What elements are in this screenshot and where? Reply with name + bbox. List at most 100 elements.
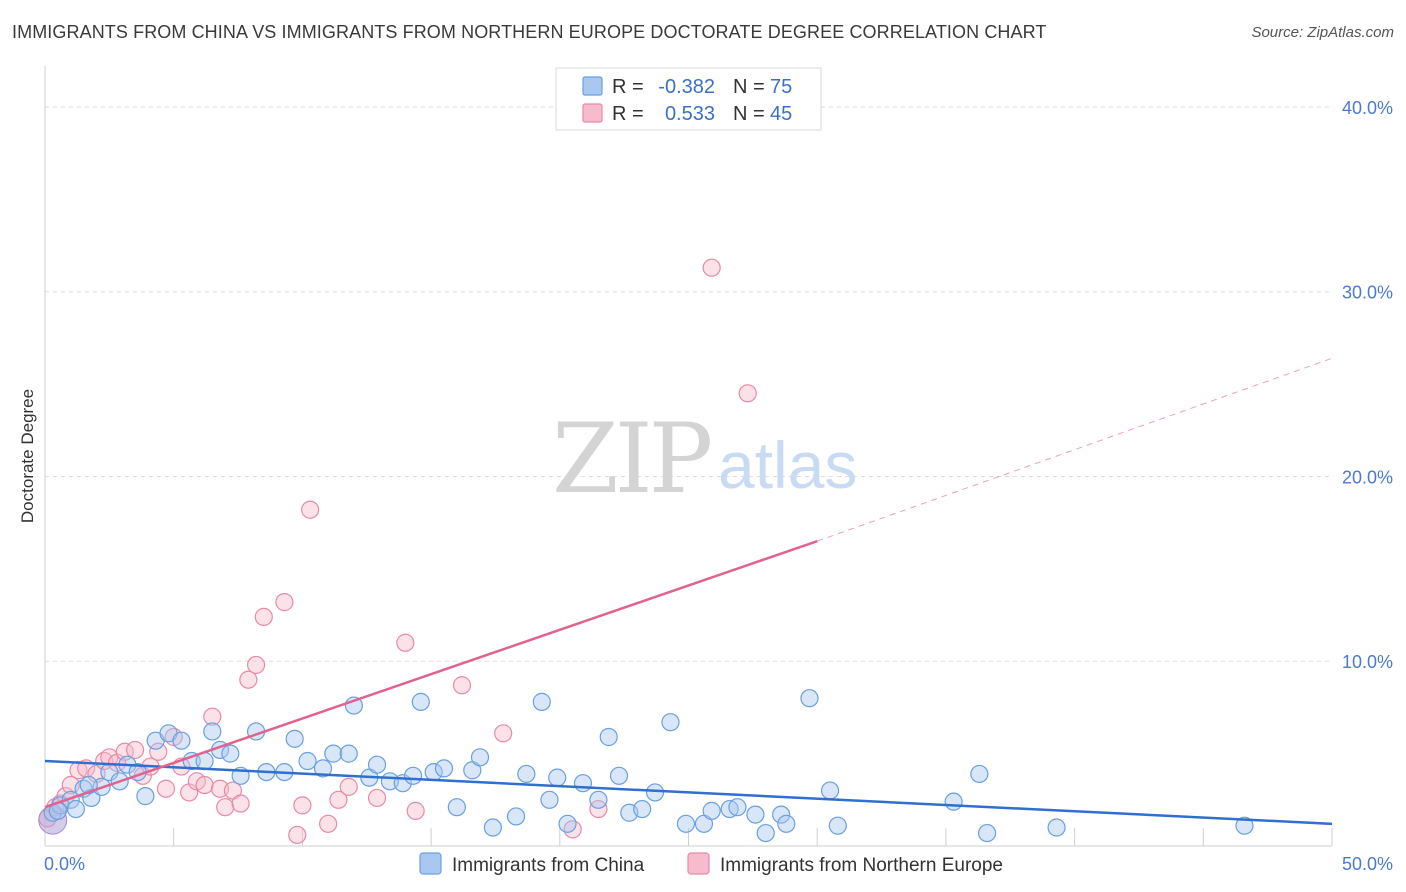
china-point — [661, 713, 680, 732]
ne-point — [563, 820, 582, 839]
axes — [44, 66, 1333, 847]
legend-ne-r-label: R = — [612, 103, 644, 125]
ne-point — [246, 655, 266, 675]
china-point — [367, 755, 387, 774]
china-point — [470, 748, 490, 767]
china-point — [182, 751, 201, 771]
china-point — [1235, 816, 1254, 835]
china-point — [828, 816, 847, 835]
china-point — [756, 823, 775, 843]
legend-ne-swatch — [582, 103, 603, 123]
ne-trend-extension — [817, 357, 1333, 542]
china-point — [79, 775, 98, 795]
china-point — [411, 692, 430, 711]
ne-point — [275, 593, 294, 612]
ne-point — [231, 794, 250, 813]
ne-point — [406, 801, 425, 820]
overlap-point — [38, 805, 68, 835]
stats-legend: R = -0.382 N = 75 R = 0.533 N = 45 — [555, 67, 822, 131]
ne-point — [589, 799, 608, 819]
legend-china-n-value: 75 — [770, 76, 792, 98]
bottom-legend-china-label: Immigrants from China — [452, 855, 645, 876]
china-point — [532, 692, 551, 711]
ne-point — [203, 707, 222, 726]
legend-china-n-label: N = — [733, 76, 765, 98]
china-point — [66, 799, 85, 819]
legend-ne-r-value: 0.533 — [665, 103, 715, 125]
china-point — [728, 798, 747, 817]
china-point — [589, 790, 608, 809]
trend-lines — [44, 357, 1333, 826]
legend-china-r-value: -0.382 — [658, 76, 715, 98]
china-point — [172, 731, 191, 750]
china-point — [324, 744, 343, 763]
bottom-legend-china-swatch — [419, 852, 442, 875]
china-point — [221, 744, 240, 763]
china-point — [506, 807, 526, 826]
ne-point — [738, 384, 757, 403]
china-point — [313, 759, 333, 778]
ne-point — [329, 790, 348, 809]
legend-china-swatch — [582, 76, 603, 96]
ne-point — [293, 796, 312, 815]
bottom-legend-ne-label: Immigrants from Northern Europe — [720, 855, 1003, 876]
china-point — [820, 781, 840, 800]
watermark-zip: ZIP — [552, 403, 711, 515]
y-tick-labels: 10.0% 20.0% 30.0% 40.0% — [1342, 98, 1393, 672]
china-point — [772, 805, 791, 824]
china-point — [548, 768, 567, 787]
china-point — [136, 787, 155, 806]
ne-point — [254, 607, 273, 626]
ne-point — [195, 775, 214, 795]
ne-point — [339, 777, 358, 796]
y-tick-label-0: 10.0% — [1342, 652, 1393, 672]
y-tick-label-2: 30.0% — [1342, 283, 1393, 303]
legend-ne-n-value: 45 — [770, 103, 792, 125]
china-point — [944, 792, 963, 811]
ne-point — [239, 670, 258, 689]
series-northern-europe — [38, 258, 757, 845]
ne-point — [396, 633, 415, 652]
china-point — [645, 783, 665, 802]
source-label: Source: ZipAtlas.com — [1251, 24, 1394, 41]
ne-point — [494, 724, 513, 743]
legend-china-r-label: R = — [612, 76, 644, 98]
china-point — [540, 790, 559, 809]
china-point — [339, 744, 358, 763]
china-point — [517, 764, 536, 784]
ne-point — [156, 779, 176, 798]
china-point — [573, 774, 593, 793]
china-point — [746, 805, 765, 824]
china-point — [203, 722, 222, 741]
ne-point — [452, 676, 472, 695]
china-point — [447, 798, 466, 817]
series-china — [43, 689, 1254, 843]
x-tick-label-1: 50.0% — [1342, 854, 1393, 874]
y-axis-label: Doctorate Degree — [18, 389, 37, 523]
china-point — [434, 759, 454, 778]
ne-point — [702, 258, 721, 277]
legend-ne-n-label: N = — [733, 103, 765, 125]
china-trend-line — [44, 759, 1333, 826]
china-point — [285, 729, 304, 748]
ne-trend-line — [44, 539, 818, 809]
china-point — [702, 801, 721, 820]
watermark: ZIP atlas — [552, 403, 857, 515]
ne-point — [367, 788, 387, 808]
y-tick-label-3: 40.0% — [1342, 98, 1393, 118]
china-point — [483, 818, 502, 837]
x-tick-labels: 0.0% 50.0% — [44, 854, 1393, 874]
watermark-atlas: atlas — [718, 428, 857, 502]
china-point — [609, 766, 629, 785]
gridlines — [45, 106, 1332, 662]
x-tick-label-0: 0.0% — [44, 854, 85, 874]
china-point — [403, 766, 423, 785]
china-point — [633, 799, 652, 819]
china-point — [558, 814, 577, 833]
china-point — [298, 751, 317, 771]
china-point — [970, 764, 989, 784]
y-tick-label-1: 20.0% — [1342, 467, 1393, 487]
china-point — [599, 727, 618, 747]
ne-point — [125, 740, 145, 760]
